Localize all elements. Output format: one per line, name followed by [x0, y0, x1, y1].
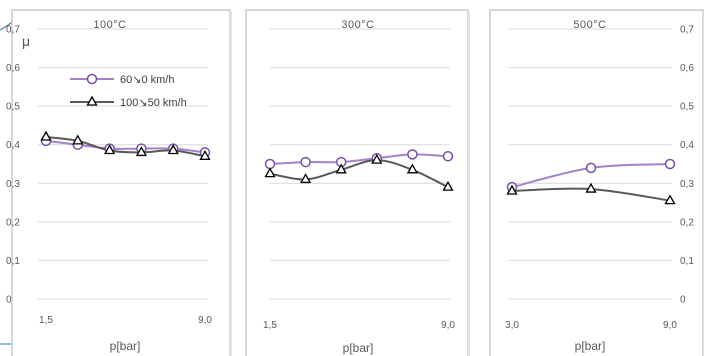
legend-marker-triangle [86, 95, 98, 106]
x-axis-label-3: p[bar] [575, 339, 606, 353]
y-tick-right-0: 0 [680, 295, 686, 306]
x-tick-1-start: 1,5 [39, 315, 53, 326]
series-markers [40, 130, 676, 205]
point-1-triangle-2 [103, 144, 116, 155]
y-tick-left-1: 0,1 [6, 256, 20, 267]
point-2-triangle-0 [264, 167, 276, 178]
x-tick-3-start: 3,0 [505, 320, 519, 331]
y-tick-left-0: 0 [6, 295, 12, 306]
y-axis-label: μ [22, 33, 30, 49]
legend-label-1: 60↘0 km/h [120, 74, 174, 86]
x-tick-2-start: 1,5 [263, 320, 277, 331]
legend-label-2: 100↘50 km/h [120, 97, 187, 109]
legend-marker-circle [86, 73, 98, 85]
x-axis-label-2: p[bar] [343, 341, 374, 355]
y-tick-left-3: 0,3 [6, 179, 20, 190]
y-ticks-right: 0 0,1 0,2 0,3 0,4 0,5 0,6 0,7 [680, 25, 694, 306]
point-2-triangle-3 [371, 153, 383, 164]
point-1-triangle-0 [40, 130, 52, 141]
point-2-triangle-4 [406, 163, 419, 174]
point-1-triangle-1 [72, 134, 84, 145]
y-tick-right-1: 0,1 [680, 256, 694, 267]
y-tick-right-6: 0,6 [680, 63, 694, 74]
y-tick-right-7: 0,7 [680, 25, 694, 36]
point-3-triangle-1 [585, 182, 597, 193]
y-tick-left-7: 0,7 [6, 25, 20, 36]
point-2-triangle-2 [335, 163, 347, 174]
point-2-circle-1 [300, 156, 311, 168]
point-2-triangle-1 [299, 173, 312, 184]
y-tick-right-3: 0,3 [680, 179, 694, 190]
point-1-triangle-5 [199, 149, 211, 160]
point-2-circle-0 [264, 158, 276, 170]
point-3-circle-2 [664, 158, 676, 170]
x-axis-label-1: p[bar] [110, 339, 141, 353]
point-3-circle-1 [585, 162, 597, 174]
y-tick-right-4: 0,4 [680, 140, 694, 151]
x-tick-3-end: 9,0 [663, 320, 677, 331]
y-ticks-left: 0 0,1 0,2 0,3 0,4 0,5 0,6 0,7 [6, 25, 20, 306]
point-1-triangle-3 [135, 146, 148, 157]
y-tick-left-6: 0,6 [6, 63, 20, 74]
x-tick-1-end: 9,0 [198, 315, 212, 326]
point-1-triangle-4 [167, 144, 179, 155]
point-3-triangle-0 [506, 184, 518, 195]
point-2-triangle-5 [442, 180, 454, 191]
x-tick-2-end: 9,0 [441, 320, 455, 331]
y-tick-left-2: 0,2 [6, 217, 20, 228]
panel-title-3: 500°C [573, 19, 606, 31]
grid-lines [38, 28, 672, 300]
legend: 60↘0 km/h 100↘50 km/h [70, 73, 187, 109]
y-tick-right-5: 0,5 [680, 102, 694, 113]
y-tick-right-2: 0,2 [680, 217, 694, 228]
point-2-circle-4 [407, 149, 418, 160]
panel-title-1: 100°C [93, 19, 126, 31]
panel-title-2: 300°C [341, 19, 374, 31]
point-2-circle-5 [442, 151, 454, 162]
point-3-triangle-2 [664, 194, 676, 205]
y-tick-left-4: 0,4 [6, 140, 20, 151]
y-tick-left-5: 0,5 [6, 102, 20, 113]
